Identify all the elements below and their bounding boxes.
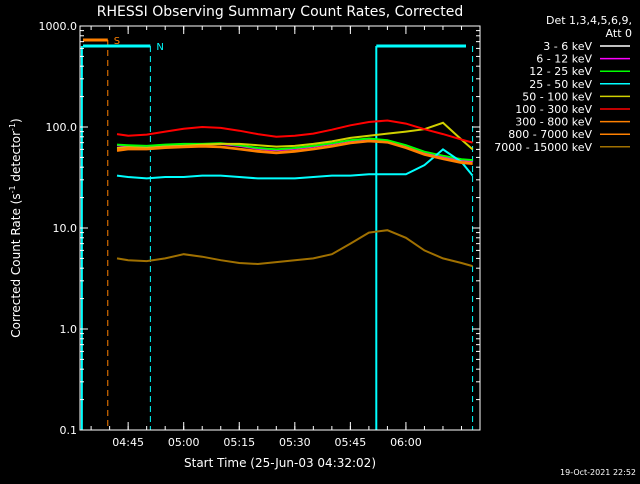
- y-axis-label-sup-2: -1: [8, 123, 17, 131]
- y-axis-label-main: Corrected Count Rate (s: [9, 193, 23, 337]
- series-line-8: [116, 229, 473, 268]
- legend-label-2: 12 - 25 keV: [529, 65, 592, 78]
- x-tick-label-2: 05:15: [223, 436, 255, 449]
- saa-label: S: [114, 36, 120, 47]
- y-axis-label: Corrected Count Rate (s-1 detector-1): [8, 118, 23, 337]
- axes: 1000.0 100.0 10.0 1.0 0.1 04:45 05:00 05:15 05:3…: [39, 20, 481, 449]
- x-tick-label-4: 05:45: [335, 436, 367, 449]
- series-line-7: [116, 140, 473, 165]
- legend-label-7: 800 - 7000 keV: [508, 128, 592, 141]
- x-tick-label-0: 04:45: [112, 436, 144, 449]
- legend-header-attenuator: Att 0: [606, 27, 632, 40]
- legend-label-6: 300 - 800 keV: [515, 116, 592, 129]
- legend-label-4: 50 - 100 keV: [522, 90, 592, 103]
- timestamp: 19-Oct-2021 22:52: [560, 468, 636, 477]
- x-tick-label-5: 06:00: [390, 436, 422, 449]
- y-tick-label-2: 10.0: [53, 222, 78, 235]
- plot-area: SN: [80, 36, 474, 430]
- series-line-2: [116, 137, 473, 162]
- y-tick-label-3: 1.0: [60, 323, 78, 336]
- night-label: N: [156, 42, 163, 53]
- y-tick-label-1: 100.0: [46, 121, 78, 134]
- legend-header-detectors: Det 1,3,4,5,6,9,: [546, 14, 632, 27]
- x-tick-label-3: 05:30: [279, 436, 311, 449]
- chart-title: RHESSI Observing Summary Count Rates, Co…: [97, 4, 463, 20]
- legend-label-3: 25 - 50 keV: [529, 78, 592, 91]
- y-tick-label-0: 1000.0: [39, 20, 78, 33]
- legend-label-0: 3 - 6 keV: [543, 40, 592, 53]
- legend-label-8: 7000 - 15000 keV: [494, 141, 592, 154]
- y-axis-label-sup-1: -1: [8, 185, 17, 193]
- series-line-5: [116, 119, 473, 144]
- legend-label-5: 100 - 300 keV: [515, 103, 592, 116]
- x-tick-label-1: 05:00: [168, 436, 200, 449]
- legend-label-1: 6 - 12 keV: [536, 53, 592, 66]
- series-line-3: [116, 148, 474, 180]
- y-tick-label-4: 0.1: [60, 424, 78, 437]
- x-axis-label: Start Time (25-Jun-03 04:32:02): [184, 456, 376, 470]
- y-axis-label-end: ): [9, 118, 23, 123]
- y-axis-label-mid: detector: [9, 131, 23, 186]
